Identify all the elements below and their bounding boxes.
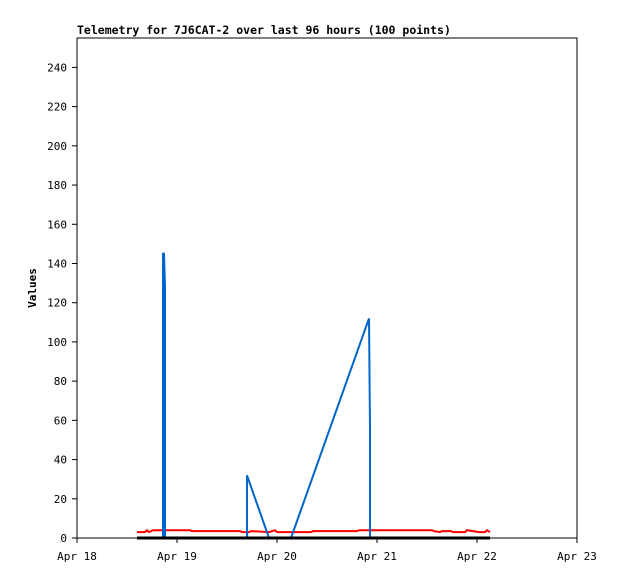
- series-group: [137, 252, 491, 540]
- y-tick-label: 160: [47, 218, 67, 231]
- y-tick-label: 100: [47, 336, 67, 349]
- y-tick-label: 240: [47, 61, 67, 74]
- x-tick-label: Apr 18: [57, 550, 97, 563]
- y-axis-label: Values: [26, 268, 39, 308]
- y-tick-label: 80: [54, 375, 67, 388]
- y-axis: 0 20 40 60 80 100 120 140 160 180 200 220 240: [47, 61, 77, 545]
- x-tick-label: Apr 19: [157, 550, 197, 563]
- y-tick-label: 60: [54, 414, 67, 427]
- chart-title: Telemetry for 7J6CAT-2 over last 96 hour…: [77, 23, 451, 37]
- x-tick-label: Apr 20: [257, 550, 297, 563]
- series-line-0: [137, 252, 490, 539]
- y-tick-label: 40: [54, 454, 67, 467]
- y-tick-label: 200: [47, 140, 67, 153]
- y-tick-label: 180: [47, 179, 67, 192]
- y-tick-label: 220: [47, 101, 67, 114]
- y-tick-label: 20: [54, 493, 67, 506]
- y-tick-label: 0: [60, 532, 67, 545]
- y-tick-label: 120: [47, 297, 67, 310]
- x-tick-label: Apr 21: [357, 550, 397, 563]
- x-axis: Apr 18 Apr 19 Apr 20 Apr 21 Apr 22 Apr 23: [57, 538, 597, 563]
- y-tick-label: 140: [47, 257, 67, 270]
- plot-frame: [76, 37, 578, 539]
- series-line-1: [137, 528, 491, 534]
- x-tick-label: Apr 23: [557, 550, 597, 563]
- x-tick-label: Apr 22: [457, 550, 497, 563]
